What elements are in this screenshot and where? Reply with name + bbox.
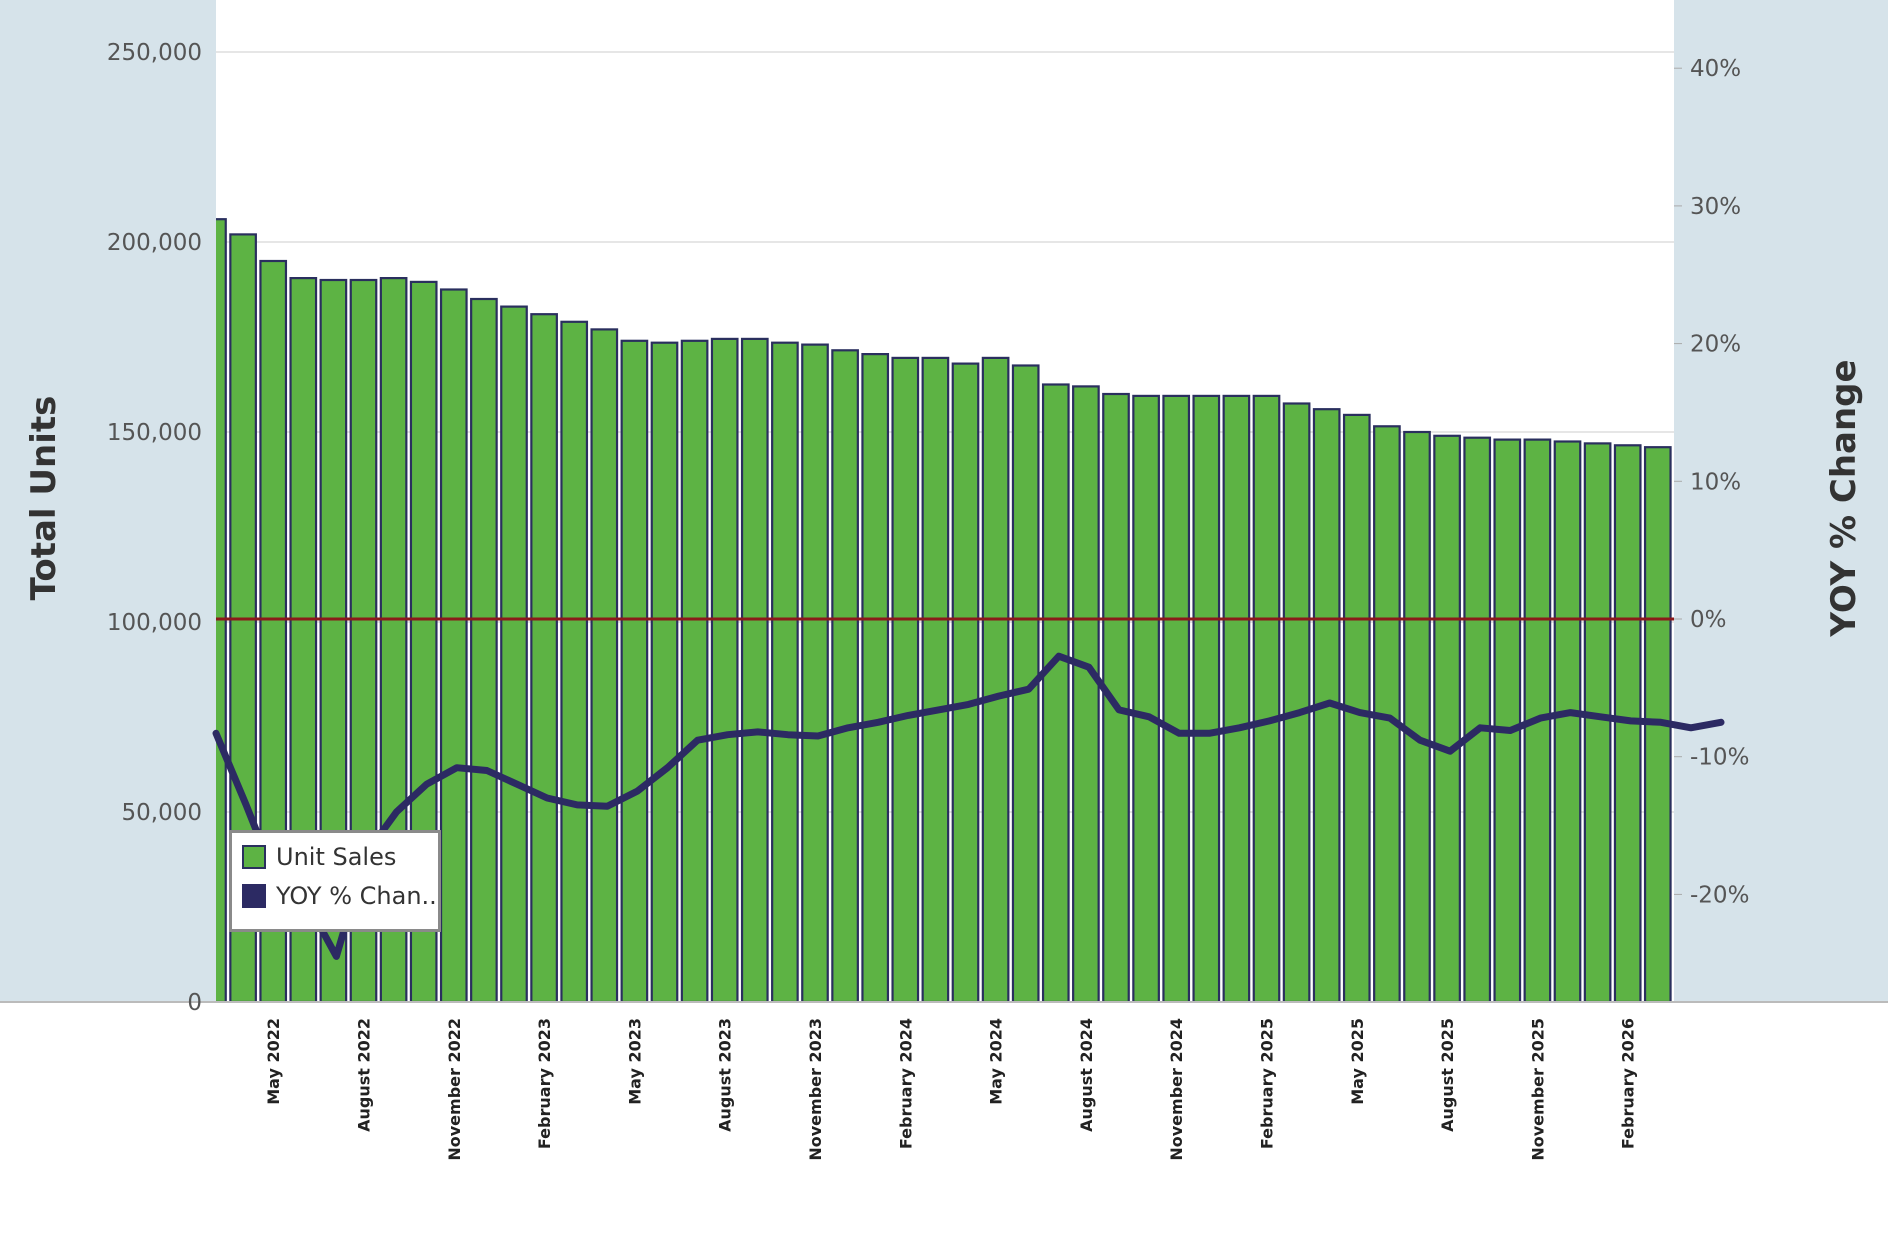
x-tick-label: August 2023 [716,1018,735,1132]
bar-unit-sales [1041,383,1070,1002]
y-tick-label: 250,000 [107,40,202,66]
y2-tick-label: 30% [1690,194,1741,220]
y2-tick-label: 40% [1690,56,1741,82]
bar-unit-sales [500,305,528,1002]
x-tick-label: August 2022 [355,1018,374,1132]
bar-unit-sales [1583,442,1612,1002]
x-tick-label: February 2024 [896,1018,915,1149]
left-axis-ticks: 0 50,000 100,000 150,000 200,000 250,000 [107,40,202,1016]
right-axis-title: YOY % Change [1824,359,1864,637]
bar-unit-sales [470,297,498,1002]
y2-tick-label: 20% [1690,332,1741,358]
x-tick-label: November 2022 [445,1018,464,1161]
y2-tick-label: -20% [1690,882,1749,908]
bar-unit-sales [771,341,799,1002]
bar-unit-sales [1162,394,1191,1002]
left-axis-title: Total Units [24,396,64,601]
right-axis-panel [1674,0,1888,1002]
legend-swatch-yoy-change [242,884,266,908]
bar-unit-sales [1072,385,1100,1002]
bar-unit-sales [740,337,769,1002]
y-tick-label: 50,000 [122,800,202,826]
bar-unit-sales [710,337,739,1002]
x-tick-label: August 2024 [1077,1018,1096,1132]
bar-unit-sales [439,288,468,1002]
y2-tick-label: -10% [1690,745,1749,771]
bar-unit-sales [650,341,679,1002]
bar-unit-sales [1493,438,1522,1002]
x-tick-label: November 2025 [1528,1018,1547,1161]
x-tick-label: May 2025 [1348,1018,1367,1105]
bar-unit-sales [1553,440,1582,1002]
bar-unit-sales [530,313,558,1002]
left-axis-panel [0,0,216,1002]
legend-item-unit-sales: Unit Sales [242,842,396,872]
bar-unit-sales [981,356,1010,1002]
bar-unit-sales [1433,434,1461,1002]
y-tick-label: 150,000 [107,420,202,446]
x-axis-ticks: May 2022 August 2022 November 2022 February… [264,1018,1638,1161]
y2-tick-label: 10% [1690,469,1741,495]
y-tick-label: 100,000 [107,610,202,636]
x-tick-label: August 2025 [1438,1018,1457,1132]
y2-tick-label: 0% [1690,607,1727,633]
unit-sales-bars [216,218,1672,1002]
x-tick-label: February 2025 [1258,1018,1277,1149]
bar-unit-sales [1463,436,1492,1002]
legend-label-unit-sales: Unit Sales [276,843,397,871]
bar-unit-sales [921,356,950,1002]
bar-unit-sales [1192,394,1221,1002]
x-tick-label: May 2024 [987,1018,1006,1105]
bar-unit-sales [680,339,709,1002]
x-tick-label: November 2024 [1167,1018,1186,1161]
bar-unit-sales [590,328,619,1002]
legend-swatch-unit-sales [242,845,266,869]
bar-unit-sales [1252,394,1281,1002]
bar-unit-sales [861,353,890,1002]
bar-unit-sales [1222,394,1251,1002]
x-tick-label: February 2026 [1619,1018,1638,1149]
bar-unit-sales [891,356,920,1002]
bar-unit-sales [831,349,859,1002]
x-tick-label: May 2023 [625,1018,644,1105]
legend: Unit Sales YOY % Chan.. [229,830,441,932]
x-tick-label: May 2022 [264,1018,283,1105]
x-tick-label: November 2023 [806,1018,825,1161]
y-tick-label: 0 [187,990,202,1016]
right-axis-ticks: -20% -10% 0% 10% 20% 30% 40% [1674,56,1749,908]
yoy-change-line [212,652,1725,960]
bar-unit-sales [216,218,227,1002]
legend-item-yoy-change: YOY % Chan.. [242,881,437,911]
x-tick-label: February 2023 [535,1018,554,1149]
bar-unit-sales [1403,430,1431,1002]
bar-unit-sales [951,362,980,1002]
bar-unit-sales [560,320,589,1002]
legend-label-yoy-change: YOY % Chan.. [276,882,437,910]
y-tick-label: 200,000 [107,230,202,256]
bar-unit-sales [1282,402,1311,1002]
bar-unit-sales [620,339,649,1002]
bar-unit-sales [801,343,829,1002]
bar-unit-sales [1132,394,1160,1002]
